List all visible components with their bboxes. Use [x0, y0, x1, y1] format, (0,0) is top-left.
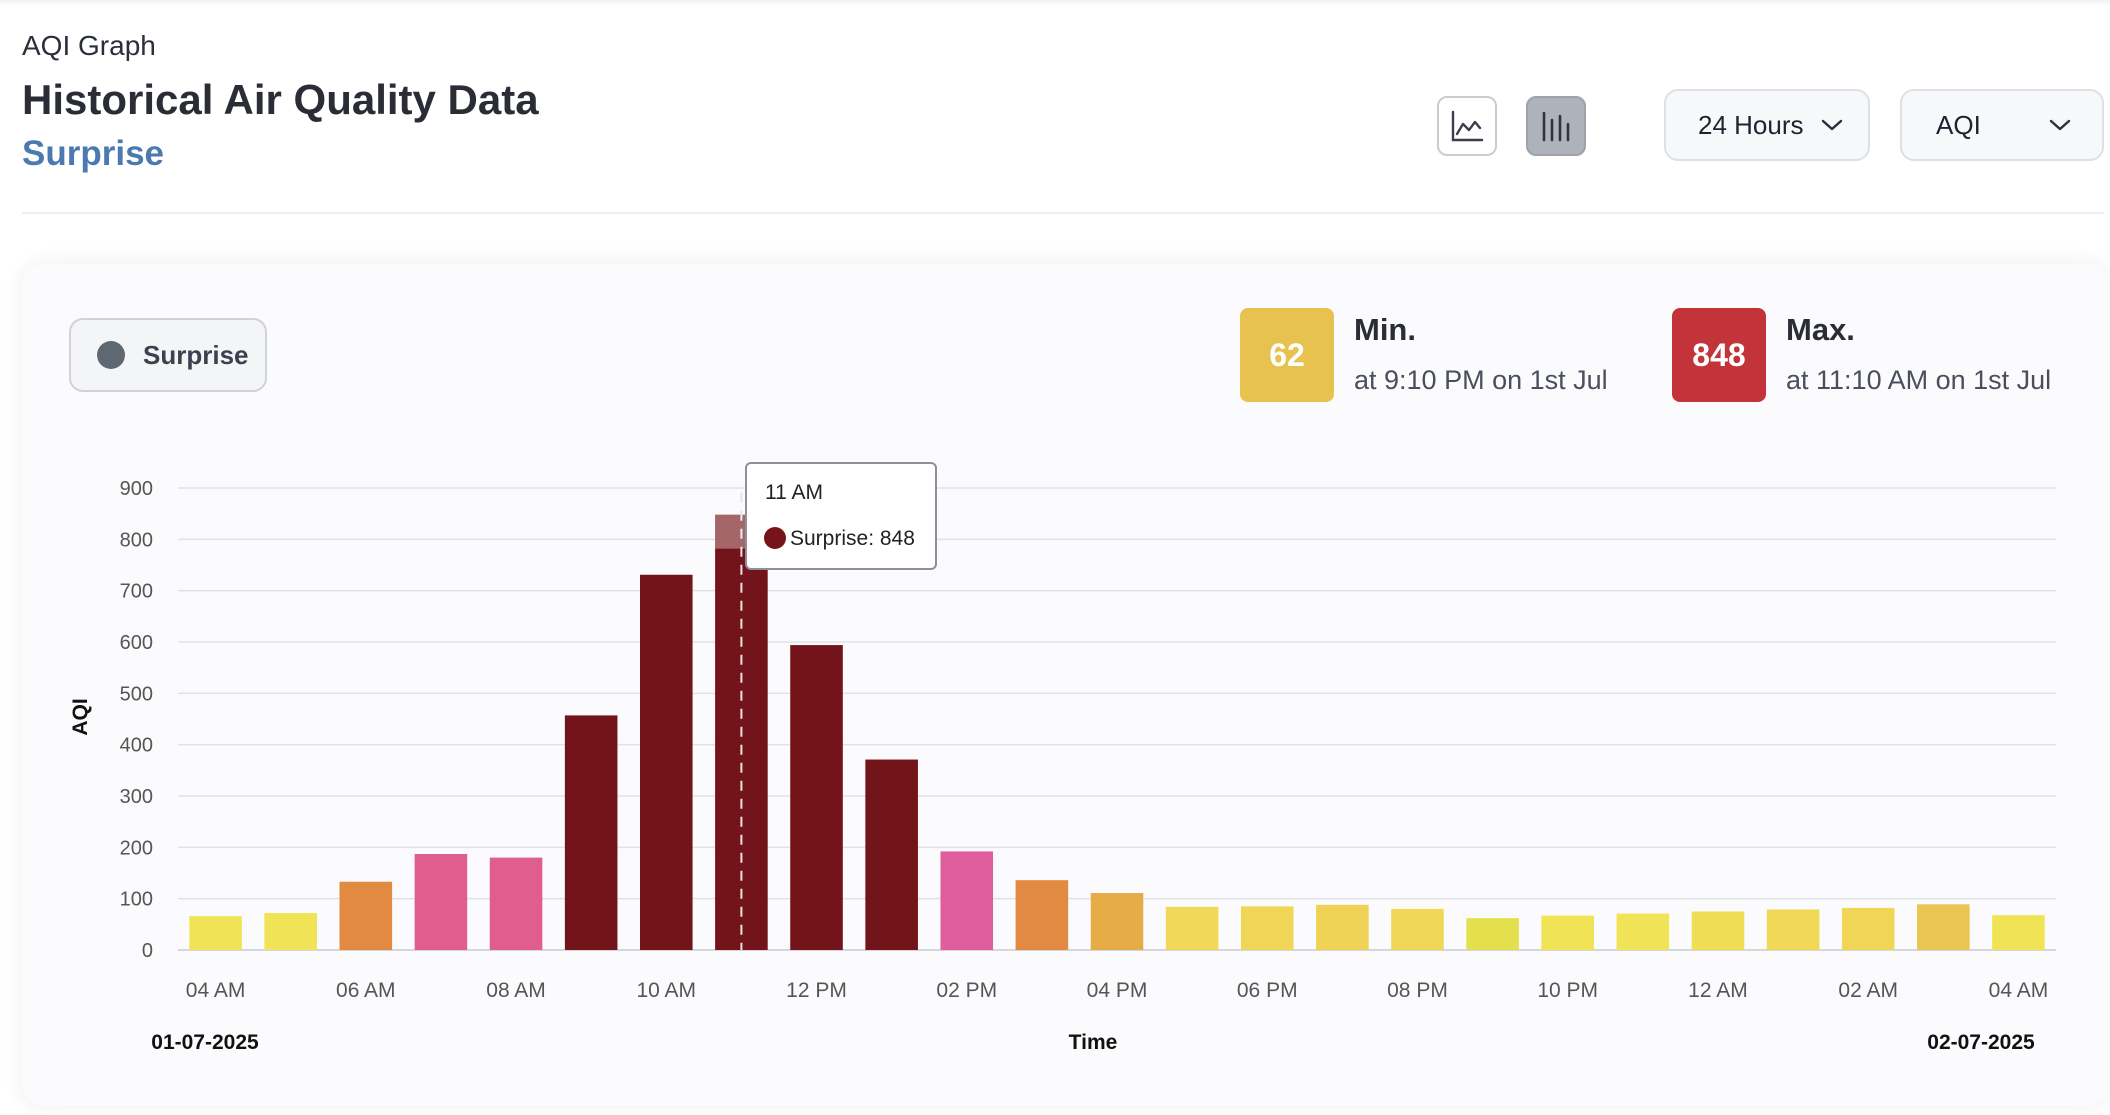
x-tick-label: 04 PM	[1087, 979, 1148, 1002]
top-shadow	[0, 0, 2110, 6]
x-tick-label: 10 PM	[1537, 979, 1598, 1002]
y-tick-label: 600	[120, 632, 153, 654]
legend-label: Surprise	[143, 339, 249, 370]
legend-item-surprise[interactable]: Surprise	[69, 318, 267, 392]
bar[interactable]	[1841, 907, 1895, 950]
x-tick-label: 12 PM	[786, 979, 847, 1002]
bar[interactable]	[1391, 908, 1444, 950]
y-tick-label: 900	[120, 478, 153, 500]
x-axis-label: Time	[1069, 1031, 1118, 1054]
bar[interactable]	[264, 913, 317, 950]
bar[interactable]	[1316, 904, 1369, 950]
x-tick-label: 04 AM	[1989, 979, 2049, 1002]
time-range-value: 24 Hours	[1698, 109, 1804, 140]
bar-chart-icon	[1542, 111, 1570, 142]
max-label: Max.	[1786, 312, 1855, 347]
y-axis-label: AQI	[69, 698, 92, 735]
time-range-select[interactable]: 24 Hours	[1664, 89, 1870, 161]
header-divider	[22, 212, 2104, 214]
x-tick-label: 12 AM	[1688, 979, 1748, 1002]
end-date-label: 02-07-2025	[1927, 1031, 2035, 1054]
min-time: at 9:10 PM on 1st Jul	[1354, 365, 1608, 395]
chart-tooltip: 11 AM Surprise: 848	[745, 462, 937, 570]
bar[interactable]	[489, 857, 543, 950]
min-label: Min.	[1354, 312, 1416, 347]
location-name: Surprise	[22, 134, 164, 173]
line-chart-icon	[1451, 110, 1484, 142]
x-tick-label: 02 AM	[1838, 979, 1898, 1002]
y-tick-label: 100	[120, 889, 153, 911]
y-tick-label: 400	[120, 735, 153, 757]
tooltip-value: Surprise: 848	[790, 527, 915, 550]
metric-select[interactable]: AQI	[1900, 89, 2104, 161]
metric-value: AQI	[1936, 109, 1981, 140]
x-tick-label: 10 AM	[637, 979, 697, 1002]
bar[interactable]	[564, 715, 618, 950]
y-tick-label: 800	[120, 529, 153, 551]
line-chart-button[interactable]	[1437, 96, 1497, 156]
x-tick-label: 04 AM	[186, 979, 246, 1002]
x-tick-label: 08 PM	[1387, 979, 1448, 1002]
bar[interactable]	[1541, 915, 1595, 950]
chevron-down-icon	[1821, 119, 1842, 131]
tooltip-dot	[764, 527, 786, 549]
bar-chart-button[interactable]	[1526, 96, 1586, 156]
chart-card	[22, 264, 2110, 1106]
bar[interactable]	[1165, 906, 1219, 950]
x-tick-label: 02 PM	[936, 979, 997, 1002]
bar[interactable]	[639, 574, 693, 950]
bar[interactable]	[1992, 915, 2045, 950]
y-tick-label: 300	[120, 786, 153, 808]
bar[interactable]	[1090, 893, 1144, 950]
bar[interactable]	[414, 854, 468, 950]
max-value-badge: 848	[1672, 308, 1766, 402]
x-tick-label: 06 AM	[336, 979, 396, 1002]
bar[interactable]	[1616, 913, 1670, 950]
bar[interactable]	[1240, 906, 1294, 950]
tooltip-time: 11 AM	[765, 481, 823, 504]
y-tick-label: 500	[120, 683, 153, 705]
x-tick-label: 06 PM	[1237, 979, 1298, 1002]
bar[interactable]	[865, 759, 918, 950]
y-tick-label: 0	[142, 940, 153, 962]
start-date-label: 01-07-2025	[151, 1031, 259, 1054]
y-tick-label: 200	[120, 837, 153, 859]
max-time: at 11:10 AM on 1st Jul	[1786, 365, 2052, 395]
page-title: Historical Air Quality Data	[22, 76, 539, 123]
y-tick-label: 700	[120, 581, 153, 603]
bar[interactable]	[1466, 918, 1519, 950]
page-subtitle: AQI Graph	[22, 30, 156, 61]
bar[interactable]	[1766, 909, 1820, 950]
x-tick-label: 08 AM	[486, 979, 546, 1002]
bar[interactable]	[1015, 880, 1069, 950]
bar[interactable]	[940, 851, 994, 950]
bar[interactable]	[790, 645, 843, 950]
bar[interactable]	[339, 881, 393, 950]
chevron-down-icon	[2049, 119, 2071, 131]
bar[interactable]	[1917, 904, 1970, 950]
legend-dot	[97, 341, 125, 369]
bar[interactable]	[1691, 911, 1745, 951]
bar[interactable]	[189, 916, 242, 950]
min-value-badge: 62	[1240, 308, 1334, 402]
